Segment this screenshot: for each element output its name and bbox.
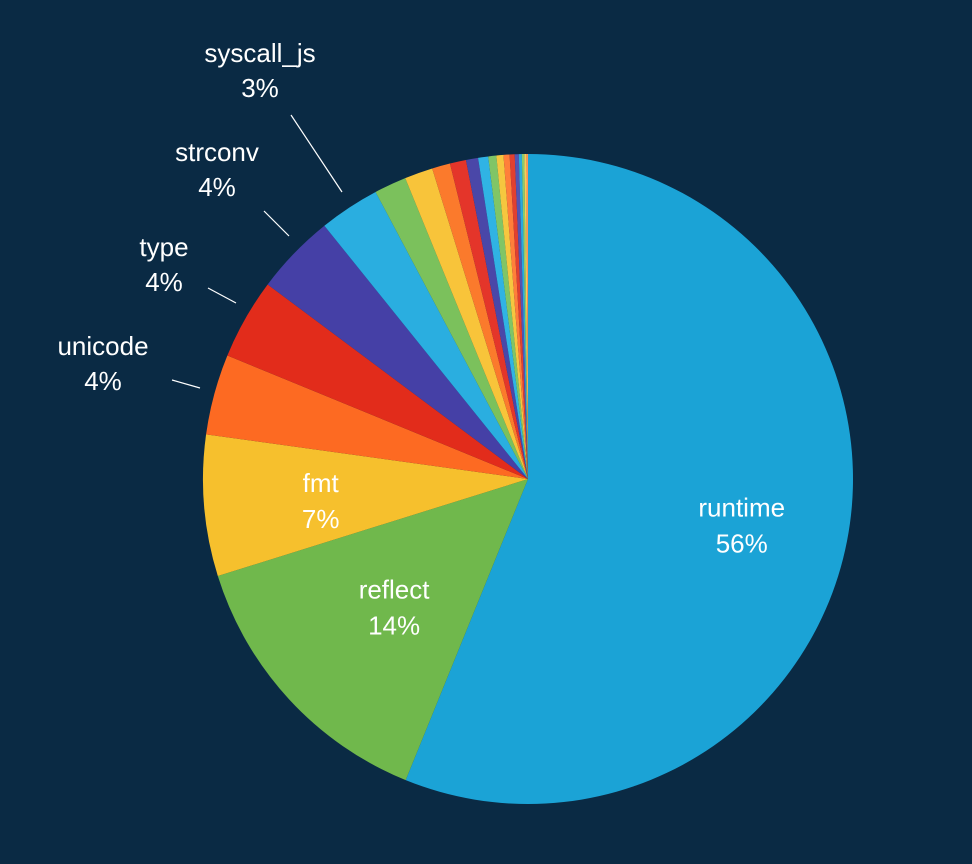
slice-value-reflect: 14% [368,610,420,640]
slice-label-unicode: unicode [57,331,148,361]
leader-line-type [207,287,237,304]
pie-slice-15 [503,154,528,480]
slice-value-syscall-js: 3% [241,73,279,103]
slice-label-type: type [139,232,188,262]
pie-slice-8 [405,168,528,479]
pie-slice-11 [465,157,528,479]
pie-slice-13 [488,155,528,479]
slice-label-reflect: reflect [359,574,431,604]
pie-slices [202,154,853,805]
leader-line-unicode [171,379,201,389]
slice-value-fmt: 7% [302,504,340,534]
pie-slice-10 [449,159,528,479]
pie-slice-12 [478,156,528,480]
slice-label-runtime: runtime [698,493,785,523]
pie-slice-strconv [267,225,528,479]
slice-labels: runtime 56% reflect 14% fmt 7% unicode 4% type 4%… [57,38,785,640]
pie-slice-21 [526,154,528,479]
slice-label-fmt: fmt [303,468,340,498]
pie-slice-16 [509,154,528,479]
pie-slice-runtime [405,154,853,805]
slice-value-runtime: 56% [716,529,768,559]
pie-slice-9 [432,163,528,479]
leader-line-syscall-js [290,114,343,193]
pie-slice-19 [521,154,528,480]
leader-line-strconv [263,210,290,237]
slice-label-strconv: strconv [175,137,259,167]
pie-slice-14 [496,154,528,480]
pie-slice-18 [518,154,528,479]
slice-value-strconv: 4% [198,172,236,202]
pie-slice-reflect [217,479,529,781]
slice-label-syscall-js: syscall_js [204,38,315,68]
pie-slice-20 [524,154,528,479]
pie-slice-type [227,284,528,479]
slice-value-type: 4% [145,267,183,297]
pie-slice-fmt [202,434,528,577]
pie-slice-17 [514,154,528,479]
leader-lines [171,114,343,389]
slice-value-unicode: 4% [84,366,122,396]
pie-slice-7 [375,178,528,479]
pie-slice-syscall-js [324,191,528,479]
pie-slice-unicode [206,355,528,479]
